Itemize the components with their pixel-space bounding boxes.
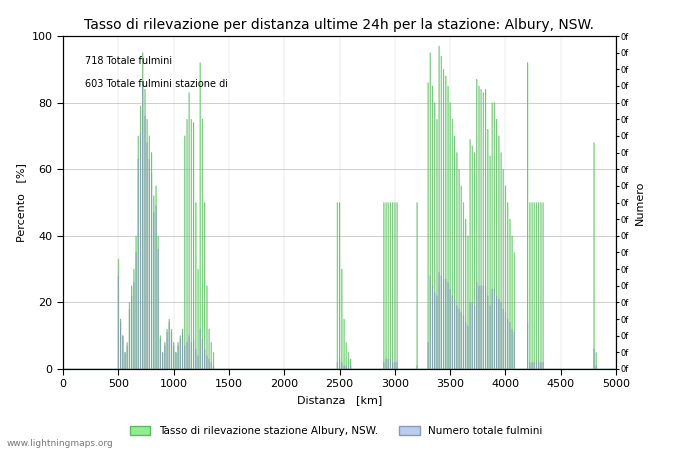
X-axis label: Distanza   [km]: Distanza [km] (297, 395, 382, 405)
Legend: Tasso di rilevazione stazione Albury, NSW., Numero totale fulmini: Tasso di rilevazione stazione Albury, NS… (125, 422, 547, 440)
Y-axis label: Percento   [%]: Percento [%] (16, 163, 26, 242)
Y-axis label: Numero: Numero (636, 180, 645, 225)
Text: 718 Totale fulmini: 718 Totale fulmini (85, 56, 172, 66)
Text: www.lightningmaps.org: www.lightningmaps.org (7, 439, 113, 448)
Title: Tasso di rilevazione per distanza ultime 24h per la stazione: Albury, NSW.: Tasso di rilevazione per distanza ultime… (85, 18, 594, 32)
Text: 603 Totale fulmini stazione di: 603 Totale fulmini stazione di (85, 79, 228, 89)
